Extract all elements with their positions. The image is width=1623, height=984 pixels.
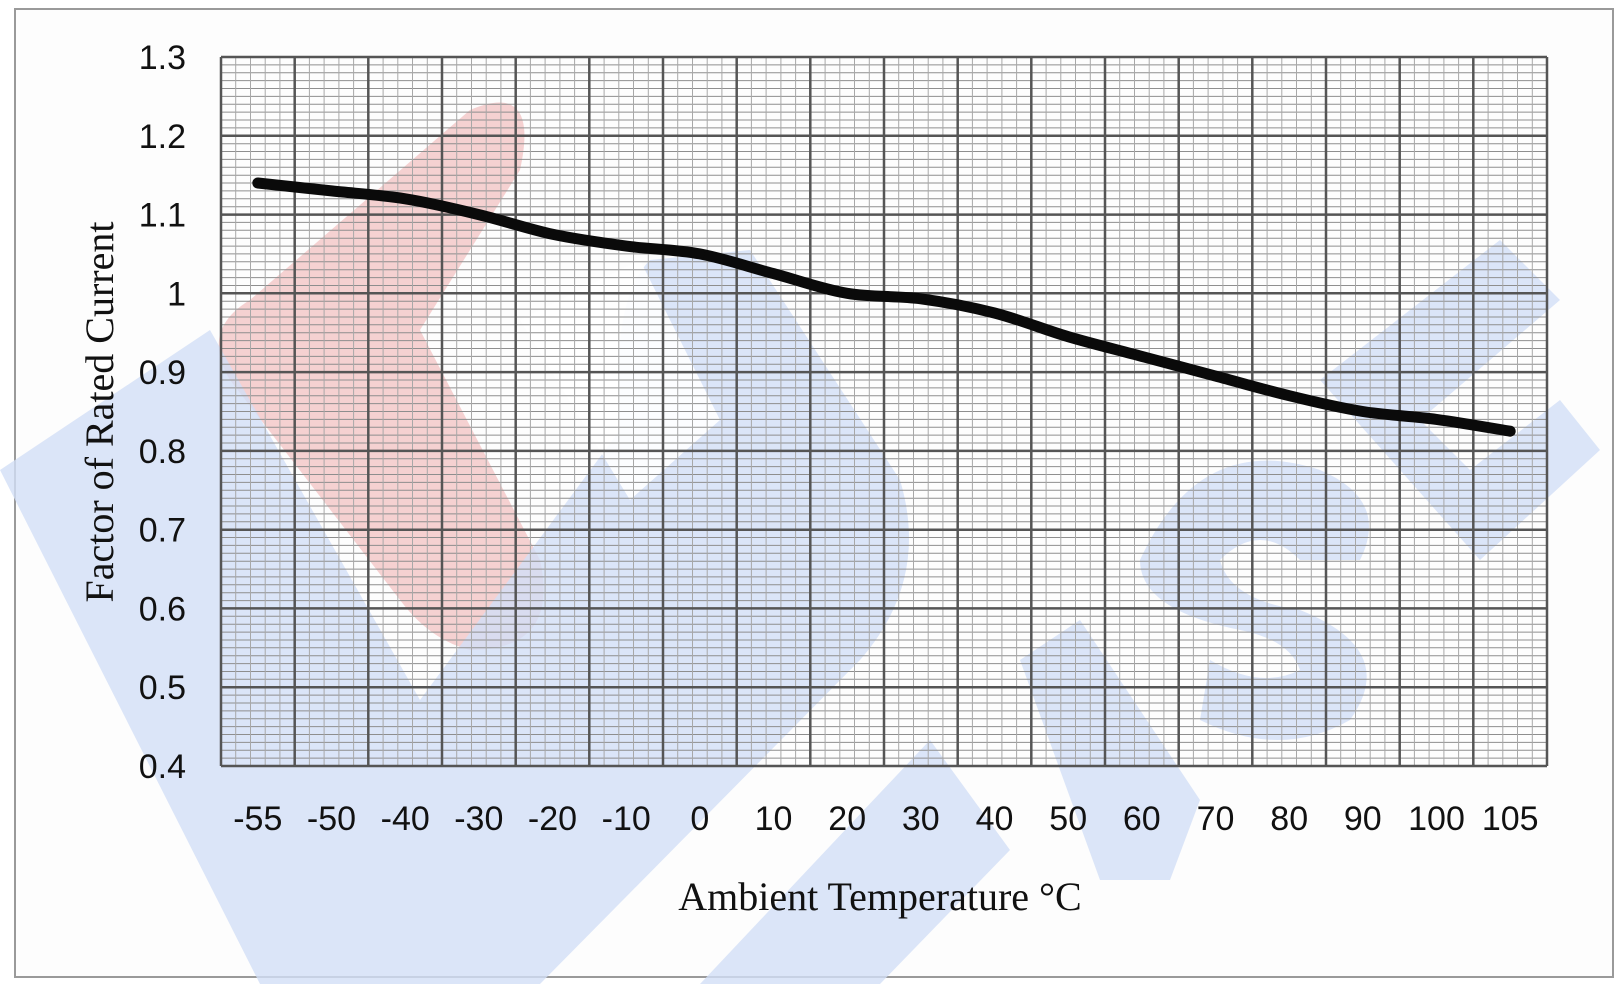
data-point [621,241,632,252]
y-tick-label: 0.9 [139,354,186,392]
data-point [842,288,853,299]
x-tick-label: -40 [381,800,430,838]
x-tick-label: 105 [1482,800,1539,838]
y-tick-label: 1.2 [139,118,186,156]
watermark-shape [700,740,1010,984]
x-tick-label: 0 [690,800,709,838]
x-tick-label: -20 [528,800,577,838]
x-tick-label: 100 [1408,800,1465,838]
watermark-shape [218,102,544,650]
x-tick-label: -50 [307,800,356,838]
data-point [1431,414,1442,425]
data-point [989,308,1000,318]
x-tick-label: 50 [1049,800,1087,838]
x-tick-label: 80 [1270,800,1308,838]
x-tick-label: 90 [1344,800,1382,838]
x-tick-label: -30 [454,800,503,838]
data-point [547,229,558,240]
x-tick-label: 30 [902,800,940,838]
x-tick-label: -10 [602,800,651,838]
data-point [1210,371,1221,382]
watermark-shape [1320,240,1600,560]
data-point [1357,406,1368,417]
x-axis-title: Ambient Temperature °C [678,874,1081,919]
y-axis-ticks: 1.3 1.2 1.1 1 0.9 0.8 0.7 0.6 0.5 0.4 [139,39,186,786]
data-point [1284,390,1295,401]
y-axis-title: Factor of Rated Current [77,222,122,603]
data-point [473,209,484,220]
data-point [915,293,926,304]
y-tick-label: 0.4 [139,748,186,786]
data-point [252,178,263,188]
data-point [400,193,411,204]
y-tick-label: 0.5 [139,669,186,707]
data-point [1063,331,1074,342]
series-points [252,178,1516,437]
x-tick-label: -55 [233,800,282,838]
series-line [252,177,1516,437]
watermark-logo [0,102,1600,984]
y-tick-label: 1.1 [139,197,186,235]
data-point [1505,426,1516,437]
y-tick-label: 0.6 [139,590,186,628]
data-point [326,185,337,196]
y-tick-label: 1 [167,275,186,313]
y-tick-label: 0.7 [139,512,186,550]
data-point [768,268,779,279]
x-tick-label: 60 [1123,800,1161,838]
x-tick-label: 40 [976,800,1014,838]
x-axis-ticks: -55 -50 -40 -30 -20 -10 0 10 20 30 40 50 60 70 80 90 100… [233,800,1538,838]
x-tick-label: 10 [755,800,793,838]
data-point [1136,351,1147,362]
y-tick-label: 0.8 [139,433,186,471]
data-point [694,248,705,259]
y-tick-label: 1.3 [139,39,186,77]
x-tick-label: 70 [1197,800,1235,838]
x-tick-label: 20 [828,800,866,838]
